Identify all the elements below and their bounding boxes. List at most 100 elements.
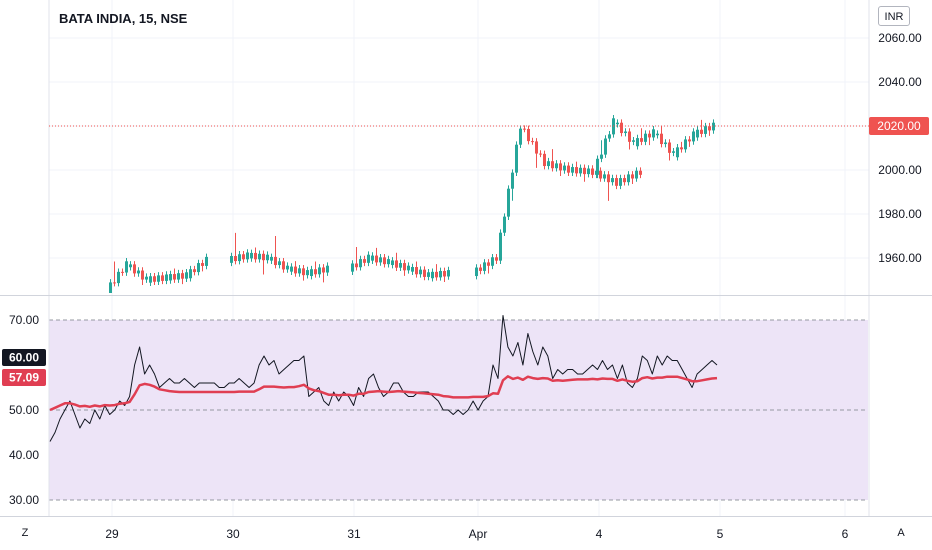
- candle-body: [294, 266, 297, 274]
- candle-body: [579, 167, 582, 174]
- candle-body: [399, 263, 402, 268]
- price-tick-label: 2060.00: [878, 31, 922, 45]
- candle-body: [411, 267, 414, 272]
- rsi-lines: [49, 315, 718, 442]
- candle-body: [624, 131, 627, 134]
- last-price-badge: [869, 117, 929, 135]
- candle-body: [676, 147, 679, 158]
- candle-body: [201, 263, 204, 266]
- candle-body: [427, 272, 430, 277]
- candle-body: [250, 252, 253, 259]
- candle-body: [692, 131, 695, 142]
- candle-body: [563, 165, 566, 171]
- candle-body: [712, 122, 715, 131]
- candle-body: [483, 262, 486, 271]
- candle-body: [627, 174, 630, 183]
- price-tick-label: 1960.00: [878, 251, 922, 265]
- candle-body: [523, 128, 526, 130]
- rsi-tick-label: 50.00: [9, 403, 39, 417]
- candle-body: [559, 163, 562, 171]
- candle-body: [274, 256, 277, 266]
- candle-body: [193, 269, 196, 273]
- candle-body: [298, 268, 301, 274]
- candle-body: [511, 172, 514, 189]
- candle-body: [631, 174, 634, 179]
- candle-body: [133, 264, 136, 274]
- candle-body: [623, 178, 626, 183]
- candle-body: [607, 174, 610, 183]
- candle-body: [351, 263, 354, 272]
- candle-body: [668, 142, 671, 153]
- candle-body: [439, 270, 442, 278]
- candle-body: [278, 261, 281, 266]
- rsi-ma-badge: [2, 369, 46, 386]
- candle-body: [282, 261, 285, 270]
- candle-body: [407, 265, 410, 271]
- candle-body: [635, 170, 638, 179]
- candle-body: [551, 161, 554, 169]
- candle-body: [475, 267, 478, 277]
- candle-body: [109, 282, 112, 293]
- candle-body: [596, 158, 599, 175]
- candle-body: [543, 153, 546, 167]
- candle-body: [555, 163, 558, 169]
- candle-body: [197, 263, 200, 273]
- candle-body: [619, 178, 622, 186]
- candle-body: [165, 274, 168, 281]
- candle-body: [620, 122, 623, 134]
- candle-body: [145, 276, 148, 280]
- rsi-ma-line: [49, 375, 718, 412]
- candle-body: [363, 259, 366, 263]
- candle-body: [153, 276, 156, 282]
- candle-body: [571, 167, 574, 173]
- candle-body: [487, 262, 490, 266]
- candle-body: [117, 271, 120, 284]
- last-price-label: 2020.00: [877, 119, 921, 133]
- candle-body: [121, 271, 124, 273]
- candle-body: [611, 178, 614, 183]
- candle-body: [640, 138, 643, 142]
- candle-body: [262, 253, 265, 261]
- candle-body: [600, 154, 603, 159]
- candle-body: [189, 269, 192, 279]
- candle-body: [604, 138, 607, 155]
- candle-body: [443, 270, 446, 277]
- candle-body: [535, 141, 538, 154]
- price-tick-label: 2000.00: [878, 163, 922, 177]
- candle-body: [125, 261, 128, 273]
- time-tick-label: Apr: [469, 527, 488, 541]
- candle-body: [539, 153, 542, 155]
- rsi-ma-label: 57.09: [9, 371, 39, 385]
- time-tick-label: 29: [105, 527, 119, 541]
- candle-body: [290, 266, 293, 272]
- candle-body: [507, 188, 510, 217]
- candle-body: [567, 165, 570, 173]
- candle-body: [258, 253, 261, 260]
- candle-body: [587, 168, 590, 175]
- currency-button[interactable]: INR: [878, 6, 910, 26]
- candle-body: [161, 275, 164, 281]
- candle-body: [575, 167, 578, 174]
- candle-body: [129, 264, 132, 268]
- candle-body: [704, 126, 707, 134]
- candle-body: [656, 133, 659, 136]
- candle-body: [302, 268, 305, 276]
- candle-body: [708, 126, 711, 131]
- zoom-button[interactable]: Z: [21, 527, 29, 539]
- candle-body: [531, 141, 534, 143]
- candle-body: [599, 170, 602, 179]
- candle-body: [234, 256, 237, 262]
- auto-scale-button[interactable]: A: [897, 527, 905, 539]
- candle-body: [423, 269, 426, 277]
- rsi-tick-label: 40.00: [9, 448, 39, 462]
- candle-body: [628, 131, 631, 142]
- candle-body: [696, 129, 699, 138]
- price-tick-label: 1980.00: [878, 207, 922, 221]
- candle-body: [306, 270, 309, 276]
- candle-body: [479, 267, 482, 271]
- candle-body: [639, 170, 642, 175]
- candle-body: [141, 270, 144, 280]
- candle-body: [519, 128, 522, 145]
- time-tick-label: 30: [226, 527, 240, 541]
